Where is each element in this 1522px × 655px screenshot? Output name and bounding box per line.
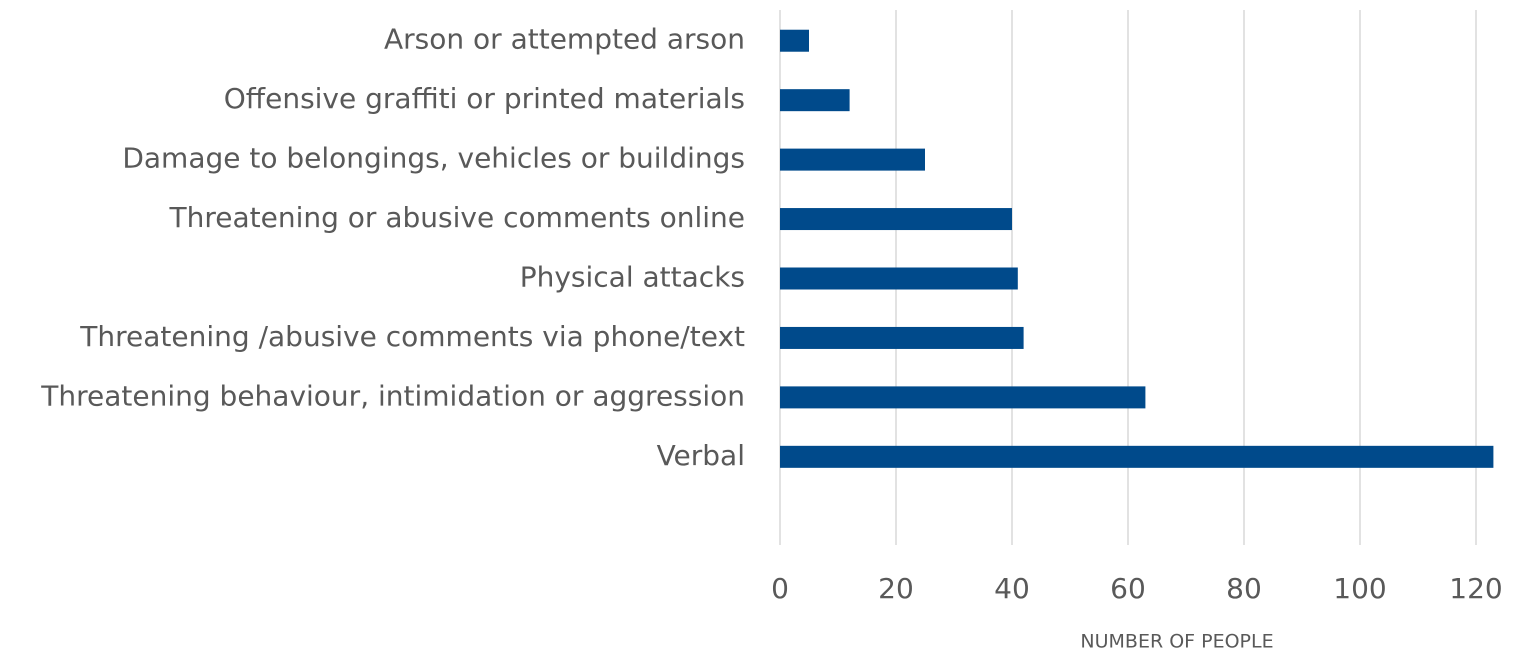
y-tick-label: Damage to belongings, vehicles or buildi… <box>122 142 745 175</box>
y-tick-label: Threatening behaviour, intimidation or a… <box>40 379 745 412</box>
x-tick-label: 40 <box>994 572 1030 605</box>
x-tick-label: 120 <box>1449 572 1502 605</box>
x-tick-label: 100 <box>1333 572 1386 605</box>
bar <box>780 386 1146 409</box>
bar <box>780 89 850 112</box>
bar <box>780 445 1494 468</box>
x-tick-label: 80 <box>1226 572 1262 605</box>
y-tick-label: Arson or attempted arson <box>384 23 745 56</box>
x-tick-label: 60 <box>1110 572 1146 605</box>
bar <box>780 148 925 171</box>
bar <box>780 267 1018 290</box>
bar <box>780 29 809 52</box>
x-tick-label: 0 <box>771 572 789 605</box>
x-axis-title: NUMBER OF PEOPLE <box>1080 631 1273 653</box>
bar <box>780 208 1012 231</box>
x-tick-label: 20 <box>878 572 914 605</box>
y-tick-label: Threatening /abusive comments via phone/… <box>79 320 745 353</box>
y-tick-label: Verbal <box>657 439 745 472</box>
y-tick-label: Threatening or abusive comments online <box>169 201 746 234</box>
y-tick-label: Physical attacks <box>520 261 745 294</box>
bar <box>780 326 1024 349</box>
y-tick-label: Offensive graffiti or printed materials <box>224 82 745 115</box>
